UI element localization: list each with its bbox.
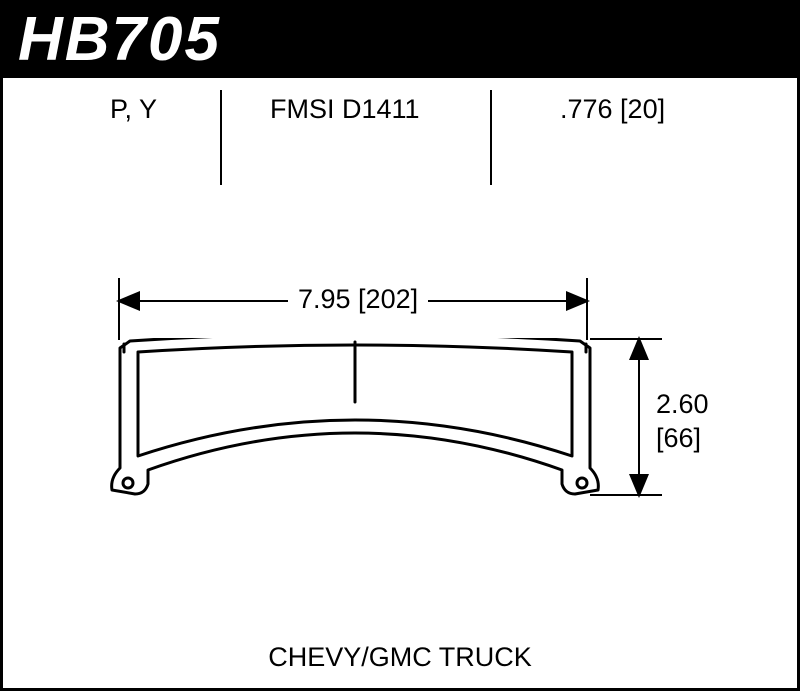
height-dim-line [638,338,640,496]
part-number: HB705 [18,4,221,75]
fmsi-code: FMSI D1411 [270,94,420,125]
arrow-left-icon [116,291,140,311]
spec-row: P, Y FMSI D1411 .776 [20] [0,94,800,174]
arrow-up-icon [629,336,649,360]
height-dim-label: 2.60 [66] [656,388,709,456]
thickness-spec: .776 [20] [560,94,665,125]
spec-divider-2 [490,90,492,185]
height-value-mm: [66] [656,423,701,453]
pad-hole-left [123,478,133,488]
header-bar: HB705 [0,0,800,78]
brake-pad-drawing [100,338,610,508]
spec-divider-1 [220,90,222,185]
arrow-down-icon [629,474,649,498]
application-label: CHEVY/GMC TRUCK [0,642,800,673]
compound-codes: P, Y [110,94,157,125]
arrow-right-icon [566,291,590,311]
height-value: 2.60 [656,389,709,419]
width-dim-label: 7.95 [202] [288,284,428,315]
pad-hole-right [577,478,587,488]
